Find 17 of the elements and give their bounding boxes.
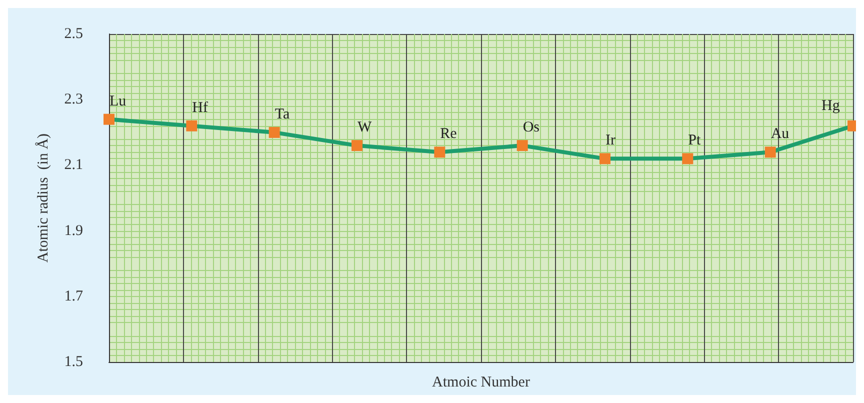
data-label: Lu — [110, 93, 127, 110]
data-label: W — [358, 120, 372, 136]
y-tick-label: 2.1 — [64, 157, 83, 174]
y-tick-label: 2.3 — [64, 92, 83, 108]
data-label: Re — [440, 126, 458, 142]
y-axis-title: Atomic radius (in Å) — [34, 133, 52, 263]
data-label: Ir — [606, 132, 616, 149]
y-tick-label: 1.7 — [64, 288, 84, 304]
y-tick-label: 1.9 — [64, 222, 83, 239]
data-label: Ta — [274, 106, 290, 122]
data-label: Hf — [192, 100, 208, 116]
x-axis-title: Atmoic Number — [432, 374, 530, 390]
data-label: Os — [522, 120, 540, 136]
y-tick-label: 1.5 — [64, 354, 83, 370]
data-label: Pt — [688, 132, 702, 149]
y-tick-label: 2.5 — [64, 26, 83, 42]
data-label: Hg — [822, 98, 840, 114]
